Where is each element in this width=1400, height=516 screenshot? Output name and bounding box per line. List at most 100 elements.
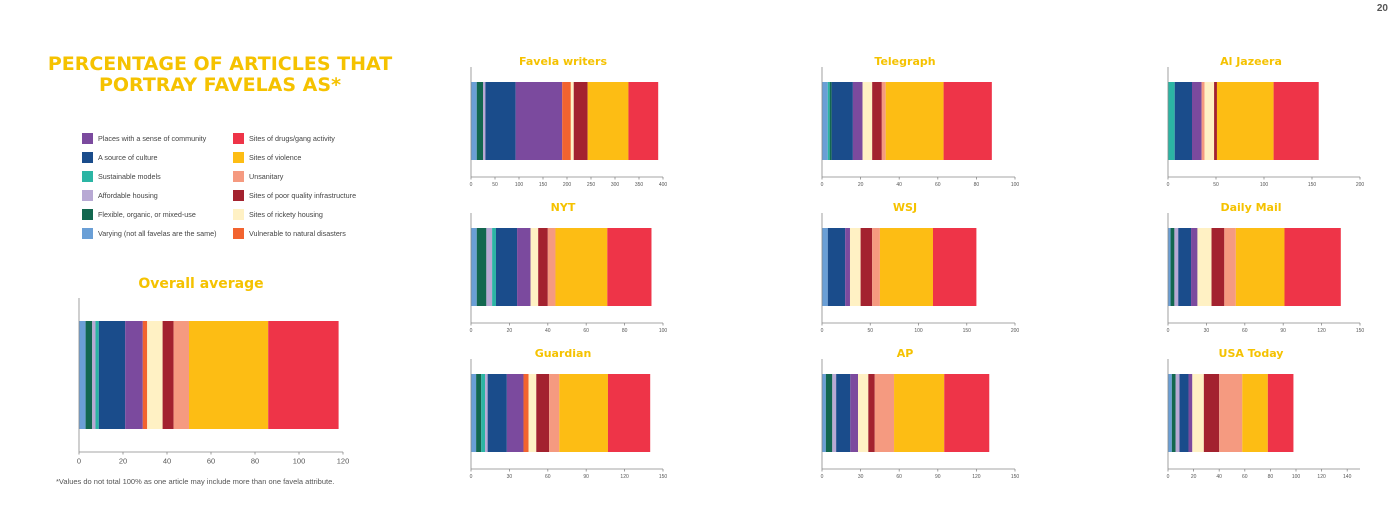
tick-label: 60 [545,474,551,480]
chart-title: NYT [551,201,576,214]
bar-segment [471,82,477,160]
legend-swatch [233,170,244,182]
tick-label: 140 [1343,474,1352,480]
chart-daily-mail: Daily Mail 0 30 60 90 120 150 [1167,201,1365,334]
chart-title: WSJ [893,201,917,214]
tick-label: 80 [251,457,259,466]
tick-label: 50 [1213,182,1219,188]
bar-segment [868,374,875,452]
tick-label: 60 [1242,328,1248,334]
legend-label: Flexible, organic, or mixed-use [98,209,196,219]
bar-segment [162,321,174,429]
legend-label: Sites of poor quality infrastructure [249,190,357,200]
tick-label: 30 [858,474,864,480]
bar-segment [515,82,563,160]
bar-segment [845,228,850,306]
bar-segment [549,374,560,452]
tick-label: 150 [1011,474,1020,480]
tick-label: 0 [1167,182,1170,188]
tick-label: 0 [1167,474,1170,480]
legend-label: Sites of rickety housing [249,209,323,219]
bar-segment [189,321,269,429]
chart-usa-today: USA Today 0 20 40 60 80 100 120 140 [1167,347,1360,480]
bar-segment [872,82,882,160]
legend-item: Unsanitary [233,169,283,183]
bar-segment [829,82,832,160]
bar-segment [485,374,488,452]
bar-segment [822,228,828,306]
chart-title: Guardian [535,347,592,360]
bar-segment [1204,82,1215,160]
bar-segment [587,82,629,160]
bar-segment [559,374,608,452]
legend-swatch [82,151,93,163]
bar-segment [1170,228,1175,306]
bar-segment [822,82,828,160]
legend-label: Sites of violence [249,152,302,162]
chart-overall-average: Overall average 0 20 40 60 80 100 120 [77,276,349,466]
bar-segment [147,321,163,429]
tick-label: 100 [914,328,923,334]
tick-label: 150 [1308,182,1317,188]
bar-segment [517,228,531,306]
tick-label: 120 [337,457,350,466]
bar-segment [943,82,992,160]
bar-segment [1216,82,1274,160]
bar-segment [1197,228,1212,306]
tick-label: 100 [659,328,668,334]
chart-title: Daily Mail [1220,201,1281,214]
bar-segment [495,228,518,306]
bar-segment [1273,82,1319,160]
tick-label: 150 [1356,328,1365,334]
bar-segment [836,374,851,452]
tick-label: 120 [620,474,629,480]
bar-segment [831,82,853,160]
tick-label: 30 [507,474,513,480]
bar-segment [881,82,886,160]
legend-item: Affordable housing [82,188,158,202]
tick-label: 20 [507,328,513,334]
legend-swatch [82,208,93,220]
bar-segment [485,82,516,160]
bar-segment [825,374,833,452]
bar-segment [528,374,537,452]
legend-item: Sites of violence [233,150,301,164]
tick-label: 100 [1011,182,1020,188]
tick-label: 0 [821,474,824,480]
legend-label: Vulnerable to natural disasters [249,228,346,238]
bar-segment [476,374,482,452]
legend-swatch [233,189,244,201]
bar-segment [486,228,493,306]
bar-segment [1192,374,1204,452]
bar-segment [530,228,539,306]
tick-label: 350 [635,182,644,188]
bar-segment [487,374,507,452]
tick-label: 60 [207,457,215,466]
bar-segment [879,228,933,306]
chart-title: Favela writers [519,55,607,68]
tick-label: 200 [563,182,572,188]
tick-label: 60 [1242,474,1248,480]
bar-segment [85,321,93,429]
bar-segment [492,228,496,306]
bar-segment [1214,82,1217,160]
bar-segment [849,228,861,306]
bar-segment [1242,374,1268,452]
bar-segment [894,374,945,452]
tick-label: 250 [587,182,596,188]
tick-label: 80 [622,328,628,334]
bar-segment [95,321,99,429]
bar-segment [1192,82,1202,160]
bar-segment [1191,228,1198,306]
tick-label: 20 [119,457,127,466]
legend-item: Flexible, organic, or mixed-use [82,207,196,221]
tick-label: 120 [1317,474,1326,480]
legend-label: Sustainable models [98,171,161,181]
legend-label: Varying (not all favelas are the same) [98,228,217,238]
tick-label: 50 [867,328,873,334]
tick-label: 120 [972,474,981,480]
bar-segment [471,228,477,306]
tick-label: 0 [821,182,824,188]
chart-title: USA Today [1219,347,1284,360]
